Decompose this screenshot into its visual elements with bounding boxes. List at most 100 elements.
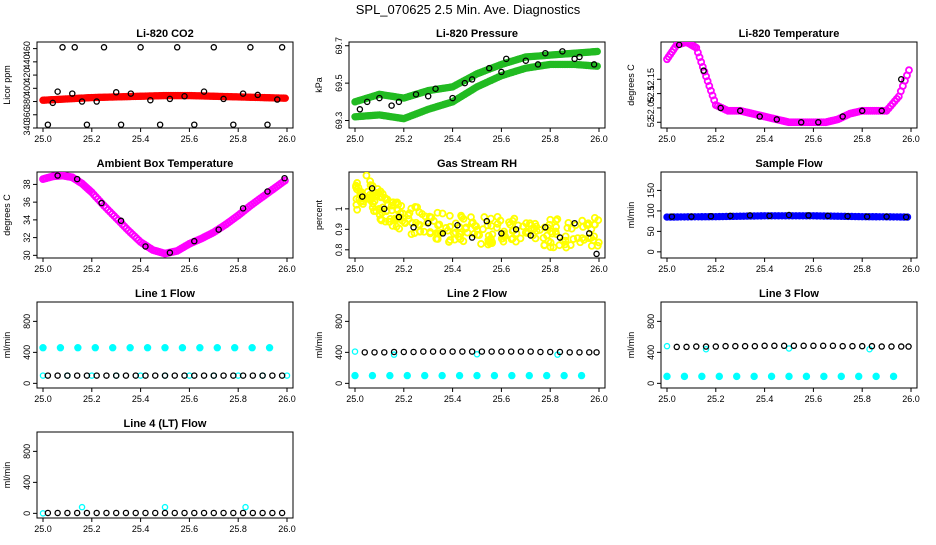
series-mark: [403, 371, 411, 380]
series-mark: [889, 372, 898, 381]
x-tick-label: 25.0: [34, 264, 52, 274]
series-lower: [351, 60, 601, 123]
data-point: [756, 113, 763, 120]
data-layer: [663, 211, 912, 221]
data-point: [49, 99, 57, 107]
data-point: [780, 342, 788, 350]
series-mark: [512, 229, 521, 238]
series-mark: [392, 222, 401, 231]
data-point: [751, 342, 759, 350]
plot-frame: [660, 301, 918, 389]
data-point: [54, 509, 61, 517]
data-point: [278, 44, 286, 51]
x-tick-label: 25.8: [853, 134, 871, 144]
series-mark: [522, 219, 531, 228]
data-point: [112, 372, 120, 379]
data-point: [161, 372, 169, 379]
series-mark: [750, 372, 758, 381]
x-tick-label: 25.0: [658, 264, 676, 274]
y-tick-label: 0: [22, 511, 32, 516]
data-point: [449, 348, 456, 355]
data-point: [278, 509, 286, 517]
data-point: [191, 237, 198, 245]
panel-title: Line 4 (LT) Flow: [124, 418, 207, 430]
data-point: [498, 68, 505, 76]
data-point: [127, 90, 135, 97]
data-point: [83, 509, 91, 517]
data-point: [483, 217, 491, 225]
x-tick-label: 26.0: [902, 134, 920, 144]
data-point: [805, 212, 812, 219]
data-point: [761, 342, 768, 350]
series-mark: [578, 216, 587, 225]
data-point: [473, 351, 481, 358]
y-tick-label: 800: [646, 314, 656, 329]
data-point: [688, 213, 695, 220]
data-point: [103, 372, 110, 379]
data-point: [771, 342, 778, 350]
data-point: [395, 213, 403, 221]
panel-8: Line 2 Flow ml/min 25.0 25.2 25.4 25.6 25.8 26.…: [314, 288, 608, 404]
x-tick-label: 25.0: [346, 394, 364, 404]
data-point: [800, 342, 807, 350]
data-point: [73, 509, 81, 517]
x-tick-label: 25.8: [541, 394, 559, 404]
data-point: [137, 44, 144, 51]
series-points: [675, 42, 905, 126]
data-point: [410, 348, 417, 356]
data-point: [420, 348, 427, 355]
data-point: [576, 349, 583, 356]
x-tick-label: 25.8: [229, 264, 247, 274]
panel-9: Line 3 Flow ml/min 25.0 25.2 25.4 25.6 25.8 26.…: [626, 288, 920, 404]
data-point: [93, 98, 100, 105]
plot-frame: [348, 171, 606, 259]
data-point: [556, 348, 564, 356]
x-tick-label: 25.6: [805, 264, 823, 274]
series-mark: [591, 220, 599, 229]
data-point: [269, 509, 276, 517]
series-mark: [438, 209, 447, 218]
data-point: [498, 348, 505, 355]
y-tick-label: 0: [646, 249, 656, 254]
x-tick-label: 25.6: [805, 394, 823, 404]
plot-frame: [660, 41, 918, 129]
data-point: [381, 205, 388, 213]
data-point: [269, 372, 276, 379]
data-point: [259, 372, 266, 379]
series-mark: [366, 181, 375, 190]
series-temp: [39, 172, 289, 258]
x-tick-label: 25.2: [83, 264, 101, 274]
data-point: [359, 193, 366, 200]
x-tick-label: 25.2: [707, 264, 725, 274]
data-point: [54, 172, 61, 179]
series-mark: [837, 372, 845, 381]
series-mark: [525, 371, 533, 380]
panel-title: Line 2 Flow: [447, 288, 507, 300]
series-mark: [561, 232, 570, 241]
x-tick-label: 25.8: [853, 394, 871, 404]
series-mark: [455, 371, 464, 380]
series-upper: [351, 47, 601, 106]
series-points: [44, 44, 286, 128]
x-tick-label: 25.0: [658, 134, 676, 144]
y-axis-label: Licor ppm: [2, 65, 12, 105]
series-mark: [767, 372, 776, 381]
data-point: [858, 107, 866, 115]
x-tick-label: 26.0: [590, 134, 608, 144]
series-mark: [508, 216, 517, 225]
panel-title: Sample Flow: [755, 158, 823, 170]
data-point: [371, 349, 378, 356]
y-tick-label: 0.9: [334, 223, 344, 236]
series-mark: [561, 240, 570, 249]
data-point: [585, 349, 593, 356]
data-point: [117, 121, 125, 128]
data-point: [44, 372, 52, 379]
data-point: [390, 351, 398, 358]
data-point: [707, 212, 715, 220]
y-tick-label: 52.05: [646, 97, 656, 120]
data-point: [571, 219, 578, 227]
data-point: [593, 349, 600, 356]
x-tick-label: 25.2: [395, 394, 413, 404]
data-point: [239, 509, 247, 517]
data-point: [498, 230, 505, 237]
